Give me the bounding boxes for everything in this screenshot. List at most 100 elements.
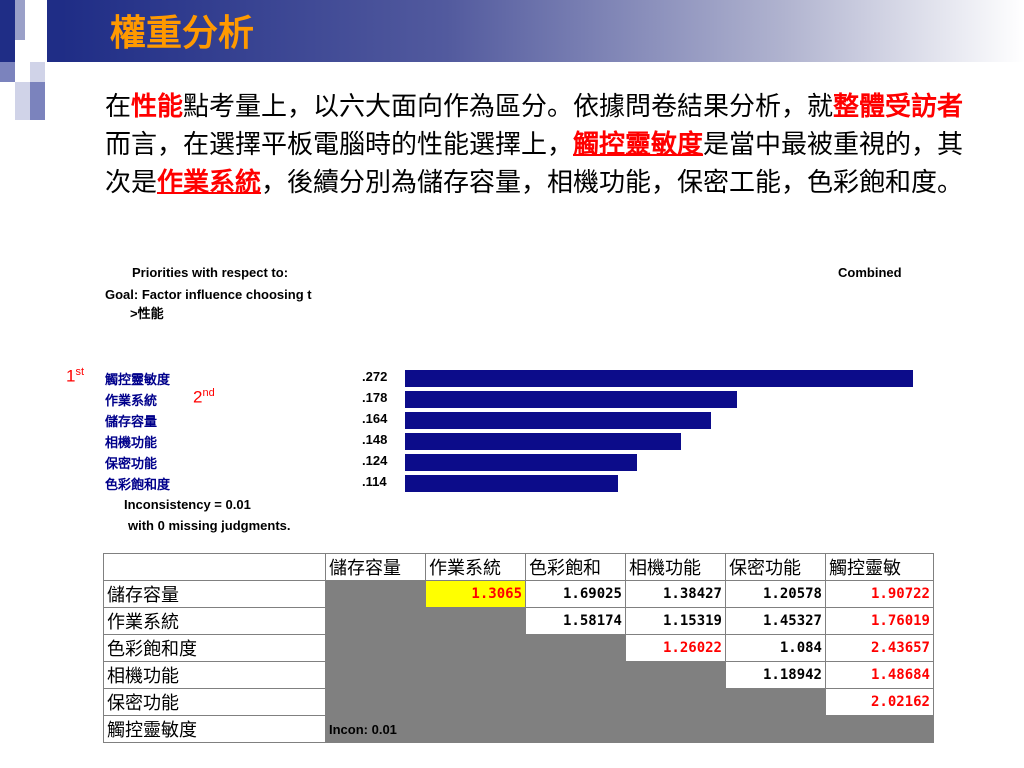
paragraph-text: ，後續分別為儲存容量，相機功能，保密工能，色彩飽和度。 xyxy=(261,168,964,198)
matrix-row-header: 相機功能 xyxy=(103,661,326,689)
matrix-empty-cell xyxy=(425,715,526,743)
header-gradient-band xyxy=(62,0,1024,62)
header-deco-square-1 xyxy=(0,62,15,82)
bar-value-label: .124 xyxy=(362,453,388,468)
paragraph-text: 在 xyxy=(105,92,132,122)
bar-category-label: 保密功能 xyxy=(105,457,158,472)
matrix-corner-cell xyxy=(103,553,326,581)
goal-subnode: >性能 xyxy=(130,306,164,321)
matrix-value-cell[interactable]: 2.43657 xyxy=(825,634,934,662)
matrix-value-cell[interactable]: 1.3065 xyxy=(425,580,526,608)
matrix-value-cell[interactable]: 1.20578 xyxy=(725,580,826,608)
bar-category-label: 色彩飽和度 xyxy=(105,478,171,493)
bar-category-label: 作業系統 xyxy=(105,394,158,409)
matrix-empty-cell xyxy=(425,688,526,716)
bar-category-label: 相機功能 xyxy=(105,436,158,451)
priority-bar xyxy=(405,391,737,408)
matrix-value-cell[interactable]: 1.45327 xyxy=(725,607,826,635)
matrix-column-header: 保密功能 xyxy=(725,553,826,581)
matrix-empty-cell xyxy=(625,661,726,689)
paragraph-text: 點考量上，以六大面向作為區分。依據問卷結果分析，就 xyxy=(183,92,834,122)
header-deco-bar-3 xyxy=(25,0,47,62)
priorities-label: Priorities with respect to: xyxy=(132,265,289,280)
matrix-column-header: 儲存容量 xyxy=(325,553,426,581)
paragraph-highlight: 性能 xyxy=(131,92,184,122)
matrix-column-header: 作業系統 xyxy=(425,553,526,581)
matrix-empty-cell xyxy=(425,634,526,662)
matrix-empty-cell xyxy=(525,661,626,689)
paragraph-highlight: 觸控靈敏度 xyxy=(573,130,704,160)
matrix-empty-cell xyxy=(325,661,426,689)
goal-line: Goal: Factor influence choosing t xyxy=(105,287,312,302)
matrix-row: 相機功能 1.18942 1.48684 xyxy=(103,661,934,689)
matrix-row: 保密功能 2.02162 xyxy=(103,688,934,716)
analysis-paragraph: 在性能點考量上，以六大面向作為區分。依據問卷結果分析，就整體受訪者而言，在選擇平… xyxy=(105,88,965,202)
matrix-row-header: 保密功能 xyxy=(103,688,326,716)
bar-category-label: 觸控靈敏度 xyxy=(105,373,171,388)
matrix-empty-cell xyxy=(325,607,426,635)
matrix-empty-cell xyxy=(525,634,626,662)
paragraph-text: 而言，在選擇平板電腦時的性能選擇上， xyxy=(105,130,574,160)
missing-judgments-label: with 0 missing judgments. xyxy=(128,518,291,533)
header-deco-bar-2 xyxy=(15,0,25,40)
header-deco-square-2 xyxy=(15,62,30,82)
matrix-row-header: 儲存容量 xyxy=(103,580,326,608)
rank-first-label: 1st xyxy=(66,366,85,386)
matrix-empty-cell xyxy=(625,715,726,743)
inconsistency-label: Inconsistency = 0.01 xyxy=(124,497,251,512)
matrix-empty-cell xyxy=(525,715,626,743)
priority-bar xyxy=(405,454,637,471)
matrix-empty-cell xyxy=(425,661,526,689)
header-deco-square-5 xyxy=(15,82,30,120)
matrix-row: 色彩飽和度 1.26022 1.084 2.43657 xyxy=(103,634,934,662)
matrix-row: 作業系統 1.58174 1.15319 1.45327 1.76019 xyxy=(103,607,934,635)
matrix-value-cell[interactable]: 1.48684 xyxy=(825,661,934,689)
bar-value-label: .164 xyxy=(362,411,388,426)
matrix-empty-cell xyxy=(625,688,726,716)
header-deco-square-3 xyxy=(30,62,45,82)
matrix-value-cell[interactable]: 1.15319 xyxy=(625,607,726,635)
priority-bar xyxy=(405,475,618,492)
paragraph-text: 是當中最被重視的，其次是 xyxy=(105,130,964,198)
matrix-empty-cell xyxy=(325,634,426,662)
matrix-column-header: 相機功能 xyxy=(625,553,726,581)
paragraph-highlight: 作業系統 xyxy=(157,168,262,198)
matrix-value-cell[interactable]: 1.18942 xyxy=(725,661,826,689)
matrix-row-header: 作業系統 xyxy=(103,607,326,635)
header-deco-square-4 xyxy=(30,82,45,120)
matrix-value-cell[interactable]: 1.26022 xyxy=(625,634,726,662)
matrix-value-cell[interactable]: 1.58174 xyxy=(525,607,626,635)
matrix-row: 觸控靈敏度 Incon: 0.01 xyxy=(103,715,934,743)
header-deco-bar-1 xyxy=(0,0,15,62)
header-deco-bar-4 xyxy=(47,0,62,62)
matrix-empty-cell xyxy=(525,688,626,716)
paragraph-highlight: 整體受訪者 xyxy=(833,92,964,122)
priority-bar xyxy=(405,412,711,429)
bar-category-label: 儲存容量 xyxy=(105,415,158,430)
matrix-column-header: 觸控靈敏 xyxy=(825,553,934,581)
rank-second-label: 2nd xyxy=(193,387,215,407)
matrix-value-cell[interactable]: 1.69025 xyxy=(525,580,626,608)
matrix-value-cell[interactable]: 1.084 xyxy=(725,634,826,662)
matrix-empty-cell xyxy=(725,688,826,716)
bar-value-label: .272 xyxy=(362,369,388,384)
bar-value-label: .178 xyxy=(362,390,388,405)
matrix-row-header: 色彩飽和度 xyxy=(103,634,326,662)
matrix-empty-cell xyxy=(825,715,934,743)
pairwise-comparison-matrix: 儲存容量 作業系統 色彩飽和 相機功能 保密功能 觸控靈敏 儲存容量 1.3065 1.6902… xyxy=(103,553,934,743)
matrix-empty-cell xyxy=(725,715,826,743)
matrix-row-header: 觸控靈敏度 xyxy=(103,715,326,743)
matrix-value-cell[interactable]: 2.02162 xyxy=(825,688,934,716)
matrix-empty-cell xyxy=(325,688,426,716)
bar-value-label: .114 xyxy=(362,474,387,489)
matrix-value-cell[interactable]: Incon: 0.01 xyxy=(325,715,426,743)
matrix-empty-cell xyxy=(425,607,526,635)
matrix-value-cell[interactable]: 1.76019 xyxy=(825,607,934,635)
combined-label: Combined xyxy=(838,265,902,280)
priority-bar xyxy=(405,433,681,450)
slide-title: 權重分析 xyxy=(110,13,255,54)
matrix-column-header: 色彩飽和 xyxy=(525,553,626,581)
matrix-value-cell[interactable]: 1.90722 xyxy=(825,580,934,608)
bar-value-label: .148 xyxy=(362,432,388,447)
matrix-value-cell[interactable]: 1.38427 xyxy=(625,580,726,608)
